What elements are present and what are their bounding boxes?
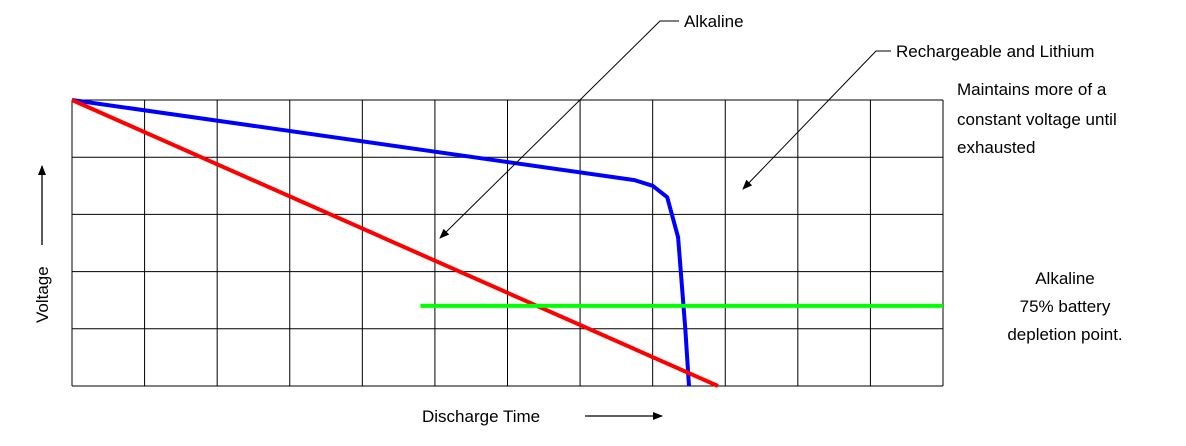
series-alkaline-line bbox=[71, 98, 719, 388]
annotation-maintains-line-2: constant voltage until bbox=[957, 110, 1117, 129]
y-axis-label: Voltage bbox=[33, 266, 52, 323]
annotation-alkaline-leader bbox=[439, 20, 679, 239]
chart-grid bbox=[71, 99, 944, 387]
annotation-rechargeable: Rechargeable and Lithium bbox=[896, 42, 1094, 61]
series-rechargeable-lithium-line bbox=[71, 98, 691, 387]
annotation-maintains-line-3: exhausted bbox=[957, 138, 1035, 157]
annotation-depletion-line-1: Alkaline bbox=[1035, 269, 1095, 288]
annotation-rechargeable-leader bbox=[742, 50, 891, 190]
annotation-depletion-line-2: 75% battery bbox=[1020, 297, 1111, 316]
annotation-depletion-line-3: depletion point. bbox=[1007, 325, 1122, 344]
annotation-alkaline: Alkaline bbox=[684, 12, 744, 31]
chart-series bbox=[71, 98, 943, 388]
x-axis-label: Discharge Time bbox=[422, 407, 540, 426]
annotation-maintains-line-1: Maintains more of a bbox=[957, 80, 1107, 99]
